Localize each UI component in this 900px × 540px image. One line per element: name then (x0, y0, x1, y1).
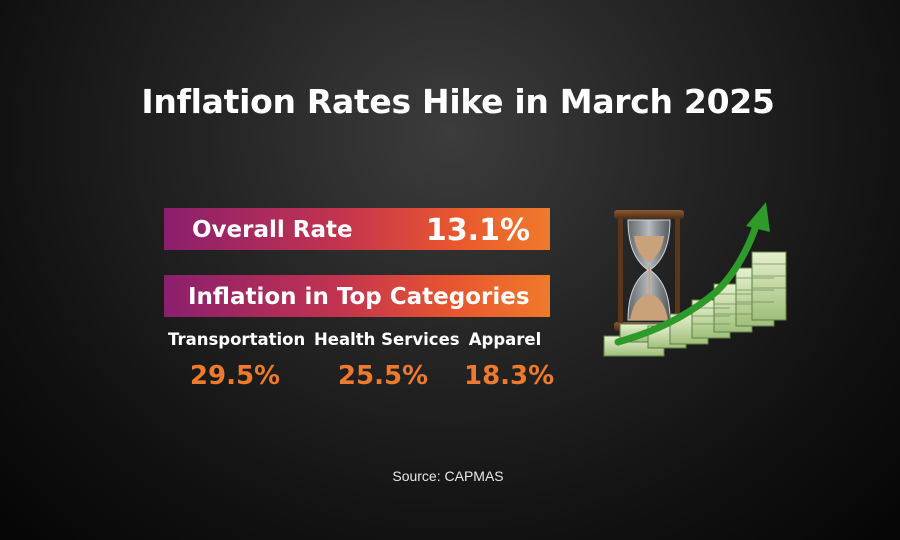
category-value: 18.3% (464, 361, 555, 391)
overall-rate-label: Overall Rate (192, 217, 353, 243)
category-apparel: Apparel 18.3% (464, 330, 555, 391)
inflation-illustration (603, 202, 787, 357)
category-health-services: Health Services 25.5% (314, 330, 460, 391)
category-name: Health Services (314, 330, 460, 349)
page-title: Inflation Rates Hike in March 2025 (141, 82, 775, 121)
hourglass-icon (614, 210, 684, 331)
top-categories-label: Inflation in Top Categories (188, 284, 530, 310)
top-categories-banner: Inflation in Top Categories (164, 275, 550, 317)
category-name: Apparel (468, 330, 542, 349)
category-value: 25.5% (337, 361, 429, 391)
overall-rate-value: 13.1% (425, 213, 530, 248)
category-transportation: Transportation 29.5% (168, 330, 306, 391)
growth-arrow-icon (614, 202, 770, 346)
overall-rate-banner: Overall Rate 13.1% (164, 208, 550, 250)
category-name: Transportation (168, 330, 306, 349)
category-value: 29.5% (189, 361, 281, 391)
source-note: Source: CAPMAS (392, 468, 504, 484)
